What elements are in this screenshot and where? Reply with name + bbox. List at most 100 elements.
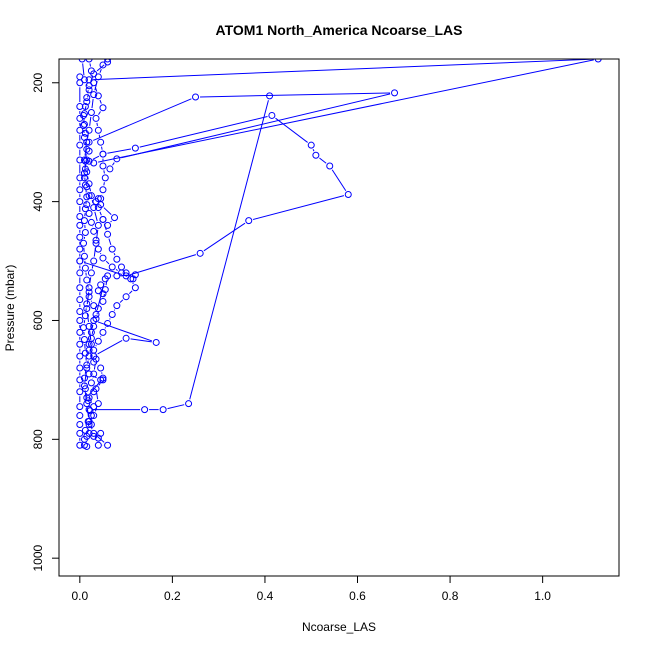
series-line-segment <box>319 157 327 164</box>
series-line-segment <box>96 393 99 400</box>
series-line-segment <box>94 211 98 222</box>
data-point <box>80 76 88 84</box>
data-point <box>80 324 88 332</box>
data-point <box>90 358 98 366</box>
data-point <box>87 67 95 75</box>
data-point <box>81 385 89 393</box>
series-line-segment <box>112 162 115 166</box>
data-point <box>76 221 84 229</box>
data-point <box>85 210 93 218</box>
series-line-segment <box>167 404 185 410</box>
series-line-segment <box>98 59 594 163</box>
data-point <box>85 59 93 63</box>
data-point <box>97 429 105 437</box>
y-tick-label: 1000 <box>31 545 45 572</box>
data-point <box>129 275 137 283</box>
series-line-segment <box>89 348 92 352</box>
data-point <box>76 376 84 384</box>
data-point <box>159 406 167 414</box>
data-point <box>81 426 89 434</box>
plot-area <box>58 58 620 577</box>
series-line-segment <box>99 211 102 216</box>
series-line-segment <box>89 381 101 395</box>
series-line-segment <box>103 182 105 186</box>
x-tick-label: 0.0 <box>71 589 88 603</box>
data-point <box>76 198 84 206</box>
data-point <box>76 269 84 277</box>
data-point <box>76 296 84 304</box>
series-line-segment <box>84 141 87 146</box>
data-point <box>99 328 107 336</box>
data-point <box>344 190 352 198</box>
data-point <box>92 239 100 247</box>
series-line-segment <box>84 106 87 110</box>
data-point <box>83 193 91 201</box>
series-line-segment <box>84 369 87 374</box>
series-line-segment <box>101 146 103 150</box>
series-line-segment <box>96 229 99 239</box>
data-point <box>106 165 114 173</box>
series-line-segment <box>119 299 124 303</box>
data-point <box>90 257 98 265</box>
data-point <box>86 407 94 415</box>
series-line-segment <box>96 122 98 126</box>
series-line-segment <box>203 222 246 252</box>
data-point <box>76 103 84 111</box>
x-tick-label: 1.0 <box>534 589 551 603</box>
data-point <box>312 151 320 159</box>
data-point <box>85 293 93 301</box>
data-point <box>90 227 98 235</box>
data-point <box>83 361 91 369</box>
data-point <box>97 364 105 372</box>
data-point <box>113 272 121 280</box>
data-point <box>97 138 105 146</box>
data-point <box>85 406 93 414</box>
data-point <box>94 126 102 134</box>
plot-frame <box>58 58 620 577</box>
series-line-segment <box>113 253 116 256</box>
data-point <box>87 218 95 226</box>
x-tick-label: 0.2 <box>164 589 181 603</box>
series-line-segment <box>107 148 132 154</box>
data-point <box>90 429 98 437</box>
data-point <box>83 98 91 106</box>
data-point <box>108 245 116 253</box>
series-line-segment <box>87 94 89 98</box>
data-point <box>87 328 95 336</box>
x-axis-label: Ncoarse_LAS <box>302 620 376 634</box>
data-point <box>76 186 84 194</box>
series-profile <box>85 59 602 167</box>
series-line-segment <box>91 99 94 109</box>
data-point <box>80 335 88 343</box>
data-point <box>76 412 84 420</box>
data-point <box>76 257 84 265</box>
data-point <box>90 204 98 212</box>
data-point <box>85 86 93 94</box>
series-line-segment <box>93 59 594 81</box>
data-point <box>122 269 130 277</box>
data-point <box>84 417 92 425</box>
data-point <box>326 162 334 170</box>
series-line-segment <box>87 284 89 288</box>
series-line-segment <box>130 338 152 343</box>
data-point <box>90 91 98 99</box>
series-line-segment <box>89 342 92 346</box>
data-point <box>104 441 112 449</box>
series-line-segment <box>103 293 105 298</box>
data-point <box>85 138 93 146</box>
data-point <box>94 245 102 253</box>
y-axis: 200 400 600 800 1000 <box>31 72 59 572</box>
series-line-segment <box>110 220 112 223</box>
data-point <box>90 412 98 420</box>
series-line-segment <box>84 372 87 382</box>
data-point <box>99 162 107 170</box>
data-point <box>108 263 116 271</box>
data-point <box>81 312 89 320</box>
data-point <box>97 195 105 203</box>
data-point <box>111 214 119 222</box>
series-line-segment <box>87 176 89 180</box>
series-line-segment <box>98 111 101 115</box>
data-point <box>80 239 88 247</box>
series-line-segment <box>92 155 100 160</box>
